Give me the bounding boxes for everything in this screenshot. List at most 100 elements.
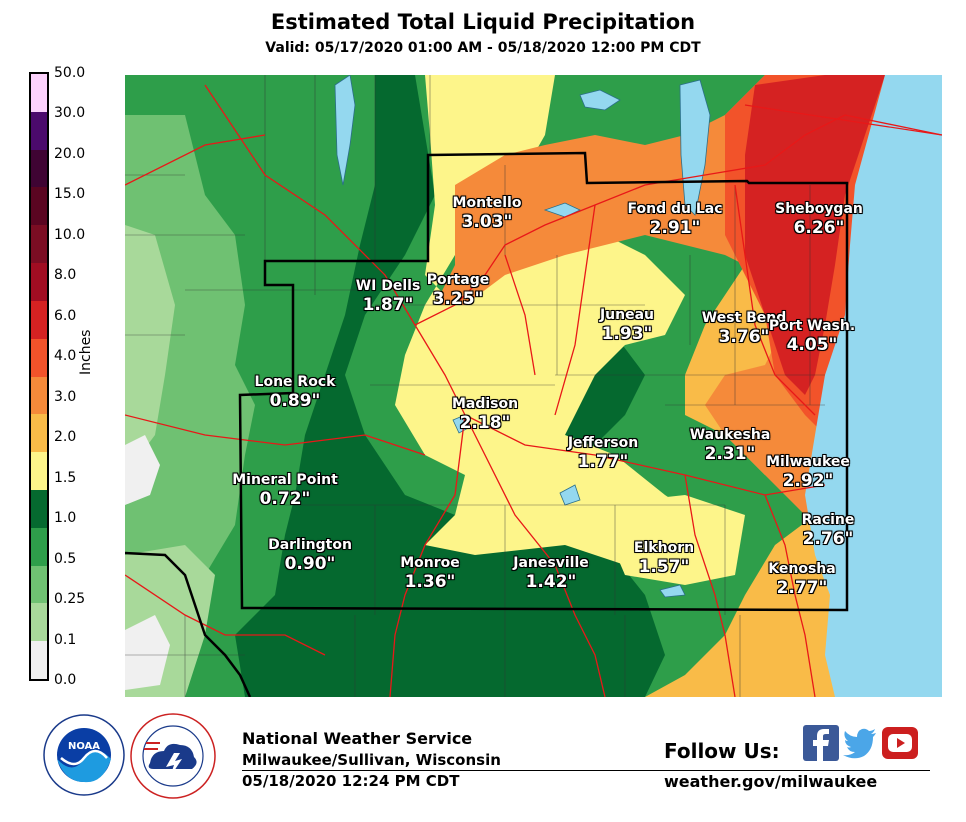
city-name: Fond du Lac: [627, 201, 723, 217]
noaa-logo: NOAA: [43, 714, 125, 796]
city-label: Madison 2.18": [452, 396, 518, 434]
city-label: Monroe 1.36": [400, 555, 460, 593]
city-name: Milwaukee: [766, 454, 850, 470]
cwa-border: [238, 151, 849, 612]
city-name: Janesville: [513, 555, 589, 571]
precip-map: [125, 75, 942, 697]
city-name: Darlington: [268, 537, 352, 553]
red-band: [745, 75, 885, 395]
city-precip-value: 2.92": [782, 471, 834, 491]
legend-title: Inches: [78, 329, 94, 375]
legend-tick-label: 0.1: [54, 632, 77, 648]
city-name: Elkhorn: [633, 540, 695, 556]
city-label: Kenosha 2.77": [768, 561, 835, 599]
city-precip-value: 0.72": [259, 489, 311, 509]
city-label: Darlington 0.90": [268, 537, 352, 575]
trace-band: [125, 435, 170, 690]
city-name: Waukesha: [689, 427, 771, 443]
legend-swatch: [31, 414, 47, 453]
youtube-icon[interactable]: [882, 725, 918, 761]
lake-puckaway: [543, 202, 581, 218]
legend-swatch: [31, 376, 47, 415]
lake-michigan: [805, 75, 942, 697]
city-label: Port Wash. 4.05": [769, 318, 855, 356]
legend-tick-label: 4.0: [54, 348, 77, 364]
city-label: Mineral Point 0.72": [232, 472, 338, 510]
geneva-lake: [659, 584, 686, 598]
castle-rock-lake: [334, 75, 356, 186]
lighter-green-band: [125, 225, 215, 697]
legend-swatch: [31, 338, 47, 377]
legend-tick-label: 1.5: [54, 470, 77, 486]
lake-poygan: [579, 89, 621, 111]
city-precip-value: 0.89": [269, 391, 321, 411]
legend-swatch: [31, 527, 47, 566]
legend-tick-label: 30.0: [54, 105, 86, 121]
facebook-icon[interactable]: [803, 725, 839, 761]
city-name: Monroe: [400, 555, 460, 571]
city-precip-value: 2.18": [459, 413, 511, 433]
legend-tick-label: 50.0: [54, 65, 86, 81]
yellow-band-south: [595, 495, 745, 585]
legend-swatch: [31, 187, 47, 226]
legend-swatch: [31, 603, 47, 642]
footer-divider: [242, 770, 930, 771]
legend-swatch: [31, 225, 47, 264]
city-label: Portage 3.25": [427, 272, 489, 310]
city-name: Montello: [452, 195, 522, 211]
city-label: Juneau 1.93": [600, 307, 654, 345]
county-lines: [125, 75, 825, 697]
city-precip-value: 3.76": [718, 327, 770, 347]
legend-swatch: [31, 489, 47, 528]
city-label: West Bend 3.76": [702, 310, 787, 348]
city-precip-value: 6.26": [793, 218, 845, 238]
legend-tick-label: 0.0: [54, 672, 77, 688]
follow-us-label: Follow Us:: [664, 739, 780, 763]
city-name: Port Wash.: [768, 318, 856, 334]
city-precip-value: 1.93": [601, 324, 653, 344]
legend-swatch: [31, 74, 47, 112]
city-label: Milwaukee 2.92": [766, 454, 850, 492]
highways: [125, 84, 942, 697]
map-title: Estimated Total Liquid Precipitation: [270, 10, 696, 34]
twitter-icon[interactable]: [842, 725, 878, 761]
city-name: Madison: [451, 396, 519, 412]
svg-text:NOAA: NOAA: [68, 741, 100, 752]
city-label: Racine 2.76": [802, 512, 855, 550]
legend-swatch: [31, 263, 47, 301]
city-name: West Bend: [701, 310, 787, 326]
legend-swatch: [31, 149, 47, 188]
legend-swatch: [31, 641, 47, 679]
city-precip-value: 1.87": [362, 295, 414, 315]
city-label: Lone Rock 0.89": [255, 374, 336, 412]
city-label: Montello 3.03": [453, 195, 522, 233]
office-location: Milwaukee/Sullivan, Wisconsin: [242, 751, 501, 769]
city-label: Fond du Lac 2.91": [627, 201, 722, 239]
lake-mendota: [452, 414, 471, 434]
legend-swatch: [31, 111, 47, 150]
legend-tick-label: 3.0: [54, 389, 77, 405]
city-precip-value: 1.36": [404, 572, 456, 592]
legend-swatch: [31, 452, 47, 490]
city-label: Elkhorn 1.57": [634, 540, 694, 578]
lake-outer-line: [744, 104, 942, 136]
city-precip-value: 1.57": [638, 557, 690, 577]
city-precip-value: 2.91": [649, 218, 701, 238]
city-name: Sheboygan: [775, 201, 863, 217]
city-name: Racine: [801, 512, 855, 528]
city-precip-value: 4.05": [786, 335, 838, 355]
nws-logo: [130, 713, 216, 799]
legend-tick-label: 1.0: [54, 510, 77, 526]
legend-tick-label: 20.0: [54, 146, 86, 162]
city-precip-value: 1.77": [577, 452, 629, 472]
legend-tick-label: 0.5: [54, 551, 77, 567]
legend-tick-label: 8.0: [54, 267, 77, 283]
website-link[interactable]: weather.gov/milwaukee: [664, 772, 878, 791]
city-precip-value: 2.76": [802, 529, 854, 549]
city-name: Jefferson: [567, 435, 639, 451]
city-label: Waukesha 2.31": [690, 427, 771, 465]
city-name: WI Dells: [355, 278, 421, 294]
legend-tick-label: 10.0: [54, 227, 86, 243]
city-name: Portage: [426, 272, 490, 288]
city-precip-value: 0.90": [284, 554, 336, 574]
